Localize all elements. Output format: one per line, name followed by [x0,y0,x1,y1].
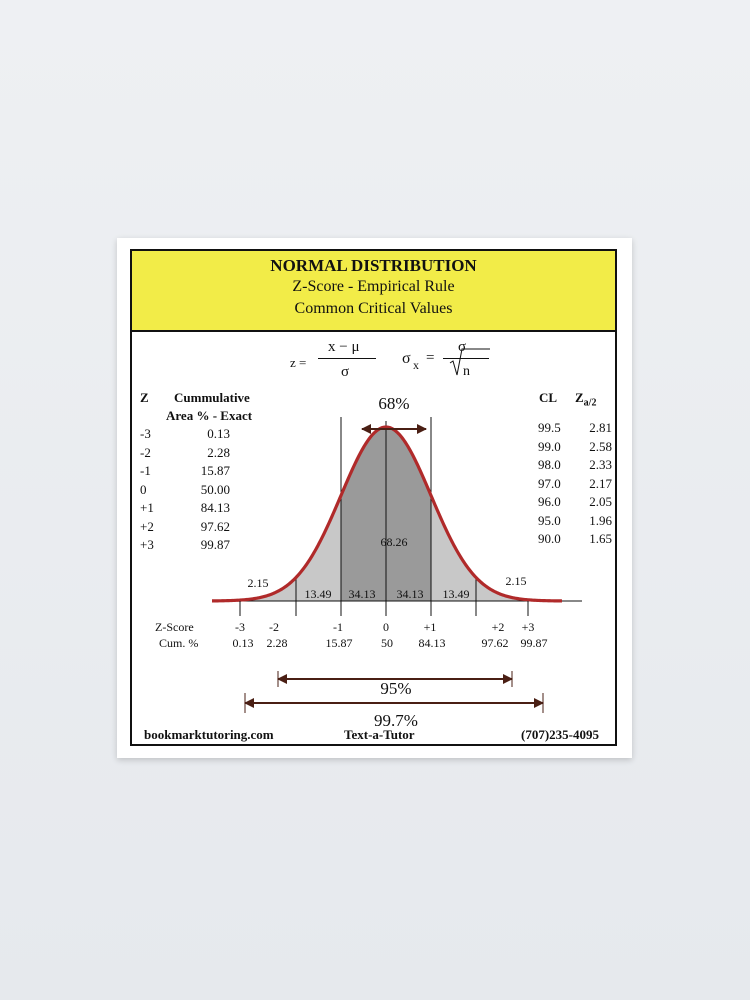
zscore-tick-label: 0 [383,620,389,634]
table-row: +3 99.87 [140,537,230,552]
label-center-68-26: 68.26 [381,535,408,549]
zscore-tick-label: +2 [492,620,505,634]
cum-tick-label: 99.87 [521,636,548,650]
cum-tick-label: 84.13 [419,636,446,650]
label-area-13-left: 13.49 [305,587,332,601]
label-tail-right: 2.15 [506,574,527,588]
footer-text-a-tutor: Text-a-Tutor [344,727,415,742]
right-table: 99.5 2.81 99.0 2.58 98.0 2.33 97.0 2.17 96.0… [538,419,612,549]
right-col-z-header: Za/2 [575,390,597,409]
left-table: -3 0.13 -2 2.28 -1 15.87 0 50.00 +1 84.13 +2 9… [140,425,230,555]
cum-tick-label: 15.87 [326,636,353,650]
table-row: 99.5 2.81 [538,420,612,435]
label-68-percent: 68% [378,394,409,413]
poster: NORMAL DISTRIBUTION Z-Score - Empirical … [117,238,632,758]
label-cum-row: Cum. % [159,636,198,650]
table-row: 98.0 2.33 [538,457,612,472]
header-title: NORMAL DISTRIBUTION [270,256,477,275]
left-col-cumulative-header: Cummulative [174,390,250,405]
header-subtitle-empirical: Z-Score - Empirical Rule [292,278,455,295]
z-formula-denominator: σ [341,364,350,380]
table-row: -1 15.87 [140,463,230,478]
left-col-z-header: Z [140,390,149,405]
zscore-tick-label: -3 [235,620,245,634]
sigma-x-equals: = [426,350,435,366]
header-subtitle-critical: Common Critical Values [294,300,453,317]
z-formula-lhs: z = [290,355,307,370]
table-row: 96.0 2.05 [538,494,612,509]
zscore-tick-label: +1 [424,620,437,634]
right-col-z-subscript: a/2 [583,397,597,409]
table-row: 97.0 2.17 [538,475,612,491]
label-area-34-left: 34.13 [349,587,376,601]
cum-tick-label: 2.28 [267,636,288,650]
table-row: +1 84.13 [140,500,230,515]
sigma-divider-lines [295,417,477,601]
table-row: 90.0 1.65 [538,531,612,546]
sigma-x-numerator: σ [458,339,467,355]
z-formula-bar [318,358,376,359]
sigma-x-subscript: x [413,358,419,372]
table-row: -3 0.13 [140,426,230,441]
zscore-tick-label: -2 [269,620,279,634]
table-row: +2 97.62 [140,518,230,534]
table-row: 0 50.00 [140,481,230,497]
sigma-x-bar [443,358,489,359]
zscore-tick-label: -1 [333,620,343,634]
z-formula-numerator: x − μ [328,339,360,355]
right-col-cl-header: CL [539,390,558,405]
label-tail-left: 2.15 [248,576,269,590]
cum-tick-label: 97.62 [482,636,509,650]
left-col-area-header: Area % - Exact [166,408,253,423]
cum-tick-label: 50 [381,636,393,650]
normal-curve-diagram: 68% 68.26 34.13 34.13 13.49 13.49 2.15 2… [155,348,582,730]
axis-ticks [239,601,529,616]
table-row: 95.0 1.96 [538,512,612,528]
sigma-x-denominator: n [463,364,470,379]
label-zscore-row: Z-Score [155,620,194,634]
chart-frame: NORMAL DISTRIBUTION Z-Score - Empirical … [130,249,617,746]
label-99-7-percent: 99.7% [374,711,418,730]
footer-website: bookmarktutoring.com [144,727,274,742]
table-row: -2 2.28 [140,444,230,460]
zscore-tick-label: +3 [522,620,535,634]
sqrt-sign [449,348,490,376]
table-row: 99.0 2.58 [538,438,612,454]
sigma-x-symbol: σ [402,350,411,367]
label-area-13-right: 13.49 [443,587,470,601]
footer-phone: (707)235-4095 [521,727,599,742]
label-area-34-right: 34.13 [397,587,424,601]
cum-tick-label: 0.13 [233,636,254,650]
header-banner: NORMAL DISTRIBUTION Z-Score - Empirical … [132,251,615,332]
label-95-percent: 95% [380,679,411,698]
